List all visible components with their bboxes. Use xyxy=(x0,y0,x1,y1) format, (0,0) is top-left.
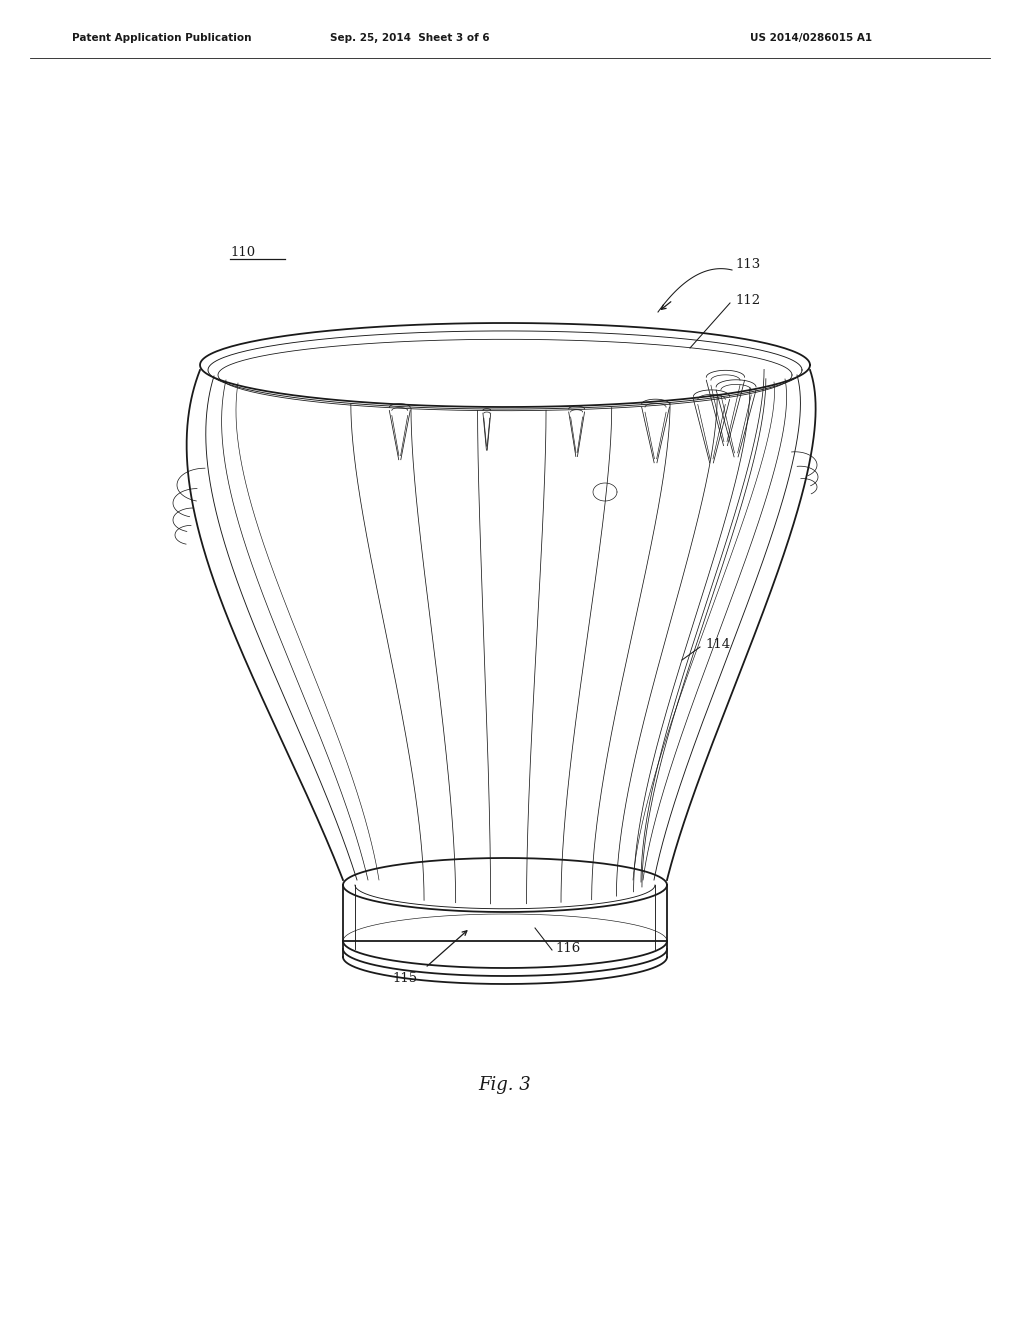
Text: 110: 110 xyxy=(230,246,255,259)
Text: Patent Application Publication: Patent Application Publication xyxy=(72,33,252,44)
Text: 113: 113 xyxy=(735,259,760,272)
Text: 116: 116 xyxy=(555,941,581,954)
Text: 115: 115 xyxy=(392,972,418,985)
Text: 112: 112 xyxy=(735,293,760,306)
Text: US 2014/0286015 A1: US 2014/0286015 A1 xyxy=(750,33,872,44)
Text: 114: 114 xyxy=(705,639,730,652)
Text: Fig. 3: Fig. 3 xyxy=(478,1076,531,1094)
Text: Sep. 25, 2014  Sheet 3 of 6: Sep. 25, 2014 Sheet 3 of 6 xyxy=(330,33,489,44)
